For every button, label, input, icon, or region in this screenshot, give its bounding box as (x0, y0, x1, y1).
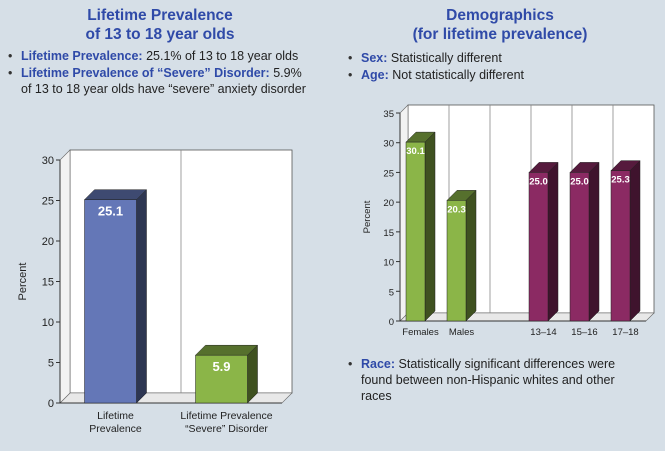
bar-side (136, 189, 147, 404)
bar-top (194, 344, 259, 356)
bar-value-label: 30.1 (406, 146, 425, 157)
bar-side (629, 160, 641, 322)
bar-value-label: 25.3 (611, 175, 630, 186)
category-label: Lifetime Prevalence (180, 410, 272, 422)
right-title-line2: (for lifetime prevalence) (412, 26, 588, 43)
category-label: 15–16 (571, 327, 597, 338)
bullet-lead: Lifetime Prevalence of “Severe” Disorder… (21, 66, 270, 80)
y-axis-label: Percent (17, 263, 29, 301)
bullet-severe-disorder: Lifetime Prevalence of “Severe” Disorder… (6, 65, 306, 97)
y-tick-label: 5 (48, 358, 54, 370)
bullet-age: Age: Not statistically different (346, 67, 656, 83)
bar (405, 141, 426, 322)
race-bullet-list: Race: Statistically significant differen… (346, 356, 646, 405)
bullet-text: Not statistically different (388, 68, 525, 82)
y-tick-label: 5 (389, 287, 394, 298)
bar-value-label: 25.0 (570, 176, 589, 187)
category-label: 13–14 (530, 327, 556, 338)
bar (569, 172, 590, 322)
y-axis-label: Percent (362, 200, 373, 233)
y-tick-label: 25 (42, 196, 54, 208)
bullet-lead: Age: (361, 68, 389, 82)
right-panel-title: Demographics (for lifetime prevalence) (335, 6, 665, 44)
category-label: Lifetime (97, 410, 134, 422)
left-title-line1: Lifetime Prevalence (87, 7, 233, 24)
bar-top (83, 189, 148, 200)
y-tick-label: 20 (42, 236, 54, 248)
bar-value-label: 25.1 (98, 204, 123, 219)
right-title-line1: Demographics (446, 7, 554, 24)
y-tick-label: 25 (383, 168, 394, 179)
y-tick-label: 10 (42, 317, 54, 329)
category-label: Females (402, 327, 439, 338)
bullet-lead: Sex: (361, 51, 388, 65)
right-bullet-list: Sex: Statistically different Age: Not st… (346, 50, 656, 84)
y-tick-label: 15 (42, 277, 54, 289)
y-tick-label: 30 (383, 139, 394, 150)
plot-side-wall (59, 149, 71, 404)
demographics-chart: 0 5 10 15 20 25 30 35 Percent Females 30.1 Males 20.… (362, 104, 655, 338)
y-tick-label: 0 (389, 317, 394, 328)
bullet-text: Statistically different (387, 51, 502, 65)
bullet-text: 5.9% of 13 to 18 year olds have “severe”… (21, 66, 306, 96)
y-tick-label: 0 (48, 398, 54, 410)
bullet-text: 25.1% of 13 to 18 year olds (142, 49, 299, 63)
category-label: Prevalence (89, 423, 142, 435)
bar (528, 172, 549, 322)
bullet-race: Race: Statistically significant differen… (346, 356, 646, 404)
y-tick-label: 30 (42, 155, 54, 167)
y-tick-label: 20 (383, 198, 394, 209)
bar-side (465, 189, 477, 322)
bar-side (424, 131, 436, 322)
y-tick-label: 35 (383, 109, 394, 120)
bar (446, 200, 467, 322)
bar (610, 170, 631, 322)
y-tick-label: 15 (383, 228, 394, 239)
bar-value-label: 5.9 (212, 359, 230, 374)
bar (84, 199, 137, 404)
bar (195, 354, 248, 404)
left-bullet-list: Lifetime Prevalence: 25.1% of 13 to 18 y… (6, 48, 306, 98)
left-panel-title: Lifetime Prevalence of 13 to 18 year old… (0, 6, 320, 44)
bullet-lead: Race: (361, 357, 396, 371)
category-label: “Severe” Disorder (185, 423, 268, 435)
bullet-lifetime-prevalence: Lifetime Prevalence: 25.1% of 13 to 18 y… (6, 48, 306, 64)
bar-value-label: 25.0 (529, 176, 548, 187)
bullet-lead: Lifetime Prevalence: (21, 49, 143, 63)
bullet-text: Statistically significant differences we… (361, 357, 616, 403)
bar-side (588, 161, 600, 322)
category-label: Males (449, 327, 475, 338)
y-tick-label: 10 (383, 258, 394, 269)
category-label: 17–18 (612, 327, 638, 338)
left-title-line2: of 13 to 18 year olds (85, 26, 235, 43)
bar-side (547, 161, 559, 322)
bullet-sex: Sex: Statistically different (346, 50, 656, 66)
bar-value-label: 20.3 (447, 204, 466, 215)
